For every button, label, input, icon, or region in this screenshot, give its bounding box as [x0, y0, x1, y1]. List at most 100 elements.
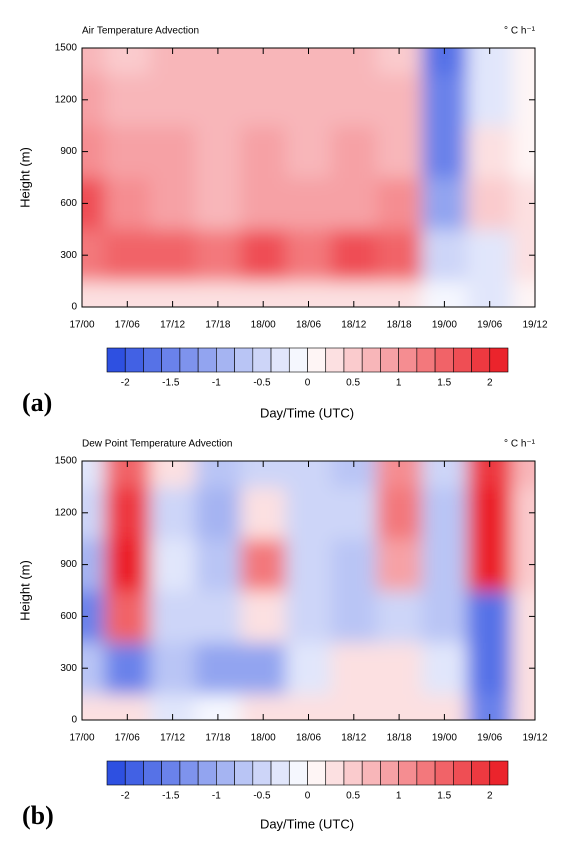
heatmap-cell [195, 177, 242, 230]
heatmap-cell [376, 73, 423, 127]
heatmap-cell [512, 461, 535, 488]
x-tick-label: 18/06 [296, 320, 321, 331]
colorbar-tick-label: -1.5 [162, 791, 180, 802]
x-tick-label: 17/00 [69, 733, 94, 744]
colorbar-tick-label: -1.5 [162, 378, 180, 389]
chart-title: Air Temperature Advection [82, 26, 199, 37]
colorbar-box [216, 760, 235, 786]
heatmap-cell [331, 229, 377, 282]
colorbar-box [398, 760, 418, 786]
heatmap-cell [285, 73, 332, 127]
panel-label: (b) [22, 801, 54, 830]
colorbar-box [453, 347, 472, 373]
heatmap-cell [285, 538, 332, 591]
colorbar-box [325, 347, 345, 373]
heatmap-cell [104, 73, 151, 127]
heatmap-cell [104, 177, 151, 230]
heatmap-cell [331, 590, 377, 643]
colorbar-tick-label: 1.5 [437, 378, 451, 389]
y-tick-label: 1200 [55, 94, 78, 105]
heatmap-cell [376, 642, 423, 695]
colorbar-box [252, 760, 272, 786]
heatmap-cell [195, 125, 242, 178]
x-tick-label: 18/12 [341, 320, 366, 331]
heatmap-cell [512, 281, 535, 307]
x-axis-title: Day/Time (UTC) [260, 405, 354, 420]
heatmap-cell [421, 642, 468, 695]
colorbar-box [343, 347, 363, 373]
heatmap-cell [467, 486, 513, 540]
heatmap-cell [467, 590, 513, 643]
x-tick-label: 18/06 [296, 733, 321, 744]
x-tick-label: 19/00 [432, 320, 457, 331]
colorbar-box [234, 347, 254, 373]
heatmap-cell [82, 177, 106, 230]
colorbar-tick-label: 0.5 [346, 791, 360, 802]
y-tick-label: 300 [60, 250, 77, 261]
heatmap-cell [512, 694, 535, 720]
heatmap-cell [331, 642, 377, 695]
heatmap-cell [285, 229, 332, 282]
colorbar-box [361, 347, 381, 373]
x-tick-label: 19/06 [477, 733, 502, 744]
heatmap-cell [421, 177, 468, 230]
heatmap-cell [467, 125, 513, 178]
heatmap-cell [376, 590, 423, 643]
heatmap-cell [149, 590, 196, 643]
colorbar-tick-label: 1 [396, 791, 402, 802]
heatmap-cell [149, 177, 196, 230]
x-tick-label: 17/18 [205, 733, 230, 744]
x-tick-label: 17/00 [69, 320, 94, 331]
units: ° C h⁻¹ [504, 26, 536, 37]
colorbar-tick-label: 1.5 [437, 791, 451, 802]
colorbar-tick-label: -1 [212, 791, 221, 802]
heatmap-cell [82, 590, 106, 643]
heatmap-cell [104, 229, 151, 282]
colorbar-box [307, 347, 327, 373]
heatmap-cell [285, 590, 332, 643]
heatmap-cell [195, 486, 242, 540]
heatmap-cell [421, 73, 468, 127]
heatmap-cell [421, 590, 468, 643]
heatmap-cell [82, 48, 106, 75]
x-tick-label: 18/18 [387, 733, 412, 744]
x-tick-label: 18/12 [341, 733, 366, 744]
units: ° C h⁻¹ [504, 439, 536, 450]
y-tick-label: 900 [60, 559, 77, 570]
colorbar-box [270, 347, 290, 373]
heatmap-cell [285, 125, 332, 178]
x-tick-label: 17/06 [115, 733, 140, 744]
colorbar-box [288, 760, 308, 786]
colorbar-box [325, 760, 345, 786]
heatmap-cell [467, 229, 513, 282]
panel-label: (a) [22, 388, 52, 417]
colorbar-box [343, 760, 363, 786]
colorbar-box [380, 760, 399, 786]
chart-title: Dew Point Temperature Advection [82, 439, 232, 450]
heatmap-cell [512, 125, 535, 178]
heatmap-cell [376, 229, 423, 282]
heatmap-cell [467, 538, 513, 591]
heatmap-cell [512, 538, 535, 591]
colorbar-box [179, 347, 199, 373]
x-tick-label: 19/12 [522, 733, 547, 744]
heatmap-cell [331, 125, 377, 178]
heatmap-cell [82, 694, 106, 720]
colorbar-box [161, 347, 181, 373]
heatmap-cell [82, 461, 106, 488]
heatmap-cell [149, 73, 196, 127]
heatmap-cell [149, 125, 196, 178]
heatmap-cell [512, 177, 535, 230]
heatmap-cell [240, 73, 287, 127]
colorbar-box [234, 760, 254, 786]
x-axis-title: Day/Time (UTC) [260, 816, 354, 831]
heatmap-cell [467, 177, 513, 230]
heatmap-cell [512, 486, 535, 540]
heatmap-cell [195, 73, 242, 127]
heatmap-cells [82, 48, 535, 307]
colorbar-box [398, 347, 418, 373]
heatmap-cell [240, 486, 287, 540]
heatmap [82, 48, 535, 307]
heatmap-cell [82, 538, 106, 591]
heatmap-cell [467, 642, 513, 695]
